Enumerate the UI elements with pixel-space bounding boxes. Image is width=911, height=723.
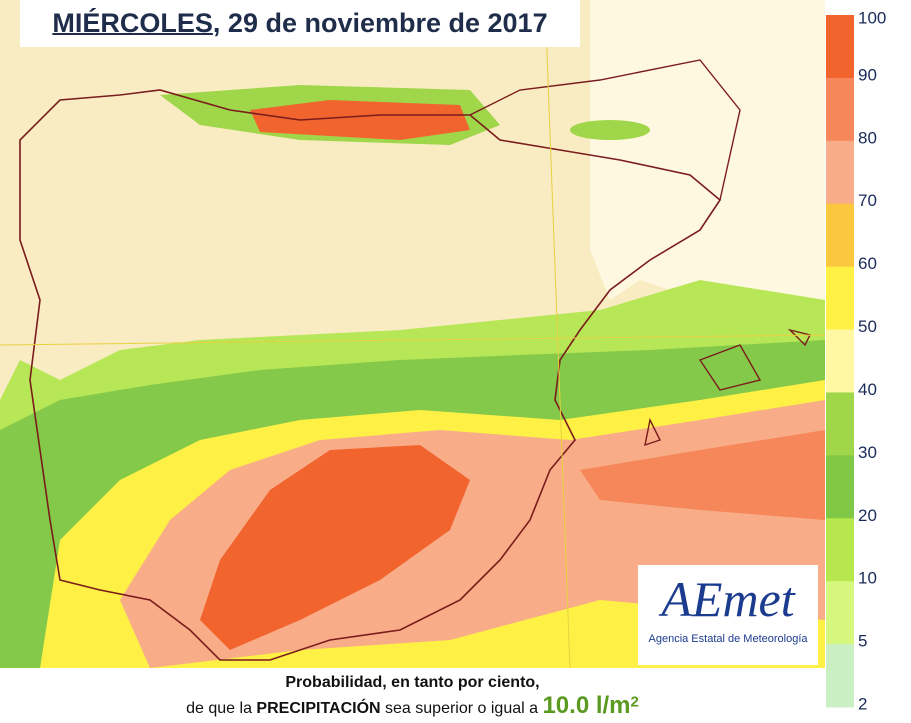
logo: AEmet Agencia Estatal de Meteorología bbox=[638, 565, 818, 665]
coastline bbox=[19, 89, 722, 661]
graticule bbox=[0, 0, 825, 668]
legend-band bbox=[826, 644, 854, 708]
legend-band bbox=[826, 518, 854, 582]
sea-green bbox=[570, 120, 650, 140]
legend-band bbox=[826, 455, 854, 519]
legend-band bbox=[826, 581, 854, 645]
legend-band bbox=[826, 266, 854, 331]
caption-exponent: 2 bbox=[630, 693, 639, 711]
legend-label: 50 bbox=[858, 317, 877, 336]
logo-mark: AEmet bbox=[661, 571, 795, 627]
caption-line1: Probabilidad, en tanto por ciento, bbox=[285, 674, 540, 691]
legend-band bbox=[826, 15, 854, 79]
legend-label: 90 bbox=[858, 65, 877, 84]
caption-line2: de que la PRECIPITACIÓN sea superior o i… bbox=[0, 692, 825, 720]
legend-band bbox=[826, 140, 854, 205]
caption: Probabilidad, en tanto por ciento, de qu… bbox=[0, 668, 825, 723]
legend-band bbox=[826, 392, 854, 456]
borders bbox=[469, 59, 812, 447]
legend: 100 90 80 70 60 50 40 30 20 10 5 2 bbox=[826, 8, 886, 713]
legend-band bbox=[826, 203, 854, 268]
legend-label: 40 bbox=[858, 380, 877, 399]
legend-label: 10 bbox=[858, 569, 877, 588]
title-date: , 29 de noviembre de 2017 bbox=[212, 8, 548, 38]
caption-threshold: 10.0 l/m bbox=[542, 692, 631, 719]
precip-orange bbox=[580, 430, 825, 520]
caption-keyword: PRECIPITACIÓN bbox=[256, 700, 381, 717]
legend-label: 80 bbox=[858, 128, 877, 147]
legend-label: 30 bbox=[858, 443, 877, 462]
north-red bbox=[250, 100, 470, 140]
title-day: MIÉRCOLES bbox=[52, 8, 213, 38]
legend-label: 5 bbox=[858, 632, 867, 651]
legend-band bbox=[826, 329, 854, 393]
title: MIÉRCOLES, 29 de noviembre de 2017 bbox=[20, 0, 580, 47]
legend-label: 20 bbox=[858, 506, 877, 525]
legend-label: 70 bbox=[858, 191, 877, 210]
precip-red bbox=[200, 445, 470, 650]
legend-label: 2 bbox=[858, 694, 867, 713]
legend-label: 100 bbox=[858, 8, 886, 27]
legend-band bbox=[826, 77, 854, 142]
sea-area bbox=[590, 0, 825, 320]
logo-name: Agencia Estatal de Meteorología bbox=[648, 633, 808, 645]
caption-text: sea superior o igual a bbox=[380, 700, 543, 717]
caption-text: de que la bbox=[186, 700, 257, 717]
legend-label: 60 bbox=[858, 254, 877, 273]
